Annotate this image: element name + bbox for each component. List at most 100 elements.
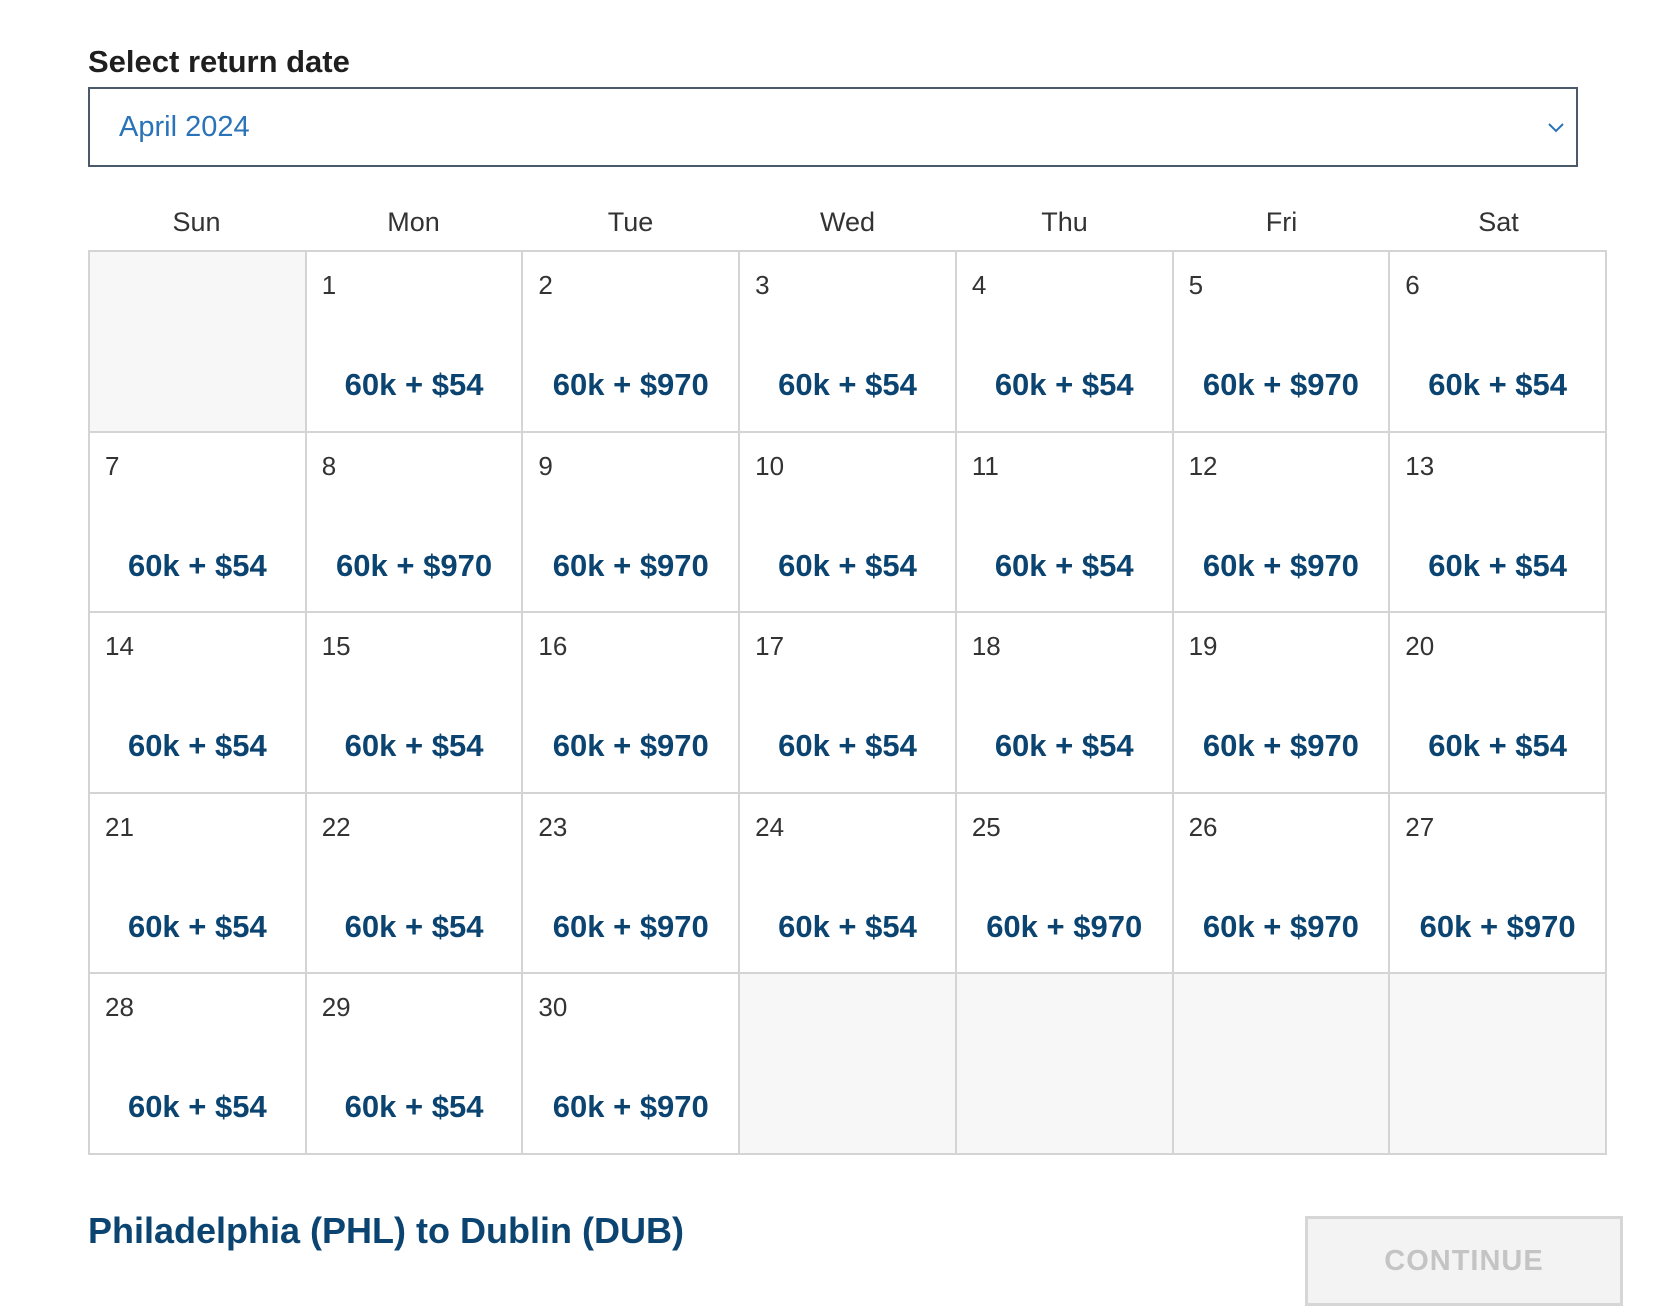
day-price: 60k + $54 [344,1089,484,1125]
empty-day-cell [956,974,1174,1155]
day-cell[interactable]: 8 60k + $970 [306,432,524,614]
day-number: 8 [321,450,337,481]
day-number: 22 [321,811,351,842]
day-cell[interactable]: 14 60k + $54 [90,613,307,794]
day-price: 60k + $54 [994,367,1134,402]
day-price: 60k + $54 [1428,728,1568,764]
day-number: 11 [971,450,999,481]
day-number: 28 [105,992,134,1023]
day-number: 4 [971,270,987,300]
day-cell[interactable]: 29 60k + $54 [306,974,524,1155]
month-select-value: April 2024 [119,111,250,143]
day-cell[interactable]: 28 60k + $54 [90,974,307,1155]
day-price: 60k + $970 [986,908,1143,944]
day-cell[interactable]: 12 60k + $970 [1173,432,1391,614]
day-number: 12 [1188,450,1218,481]
day-cell[interactable]: 16 60k + $970 [523,613,741,794]
day-cell[interactable]: 19 60k + $970 [1173,613,1391,794]
day-price: 60k + $54 [994,547,1134,583]
empty-day-cell [1390,974,1607,1155]
day-number: 6 [1405,270,1420,300]
day-cell[interactable]: 10 60k + $54 [740,432,957,614]
day-number: 16 [538,631,568,662]
day-price: 60k + $970 [552,1089,709,1125]
day-price: 60k + $54 [778,547,917,583]
day-number: 21 [105,811,134,842]
day-price: 60k + $54 [344,728,484,764]
day-price: 60k + $54 [1428,367,1568,402]
day-cell[interactable]: 21 60k + $54 [90,793,307,975]
day-number: 7 [105,450,120,481]
day-number: 18 [971,631,1001,662]
weekday-label: Fri [1265,207,1298,237]
day-cell[interactable]: 22 60k + $54 [306,793,524,975]
day-price: 60k + $970 [552,908,709,944]
day-cell[interactable]: 27 60k + $970 [1390,793,1607,975]
weekday-label: Thu [1041,207,1088,237]
day-price: 60k + $970 [1202,908,1359,944]
day-cell[interactable]: 26 60k + $970 [1173,793,1391,975]
month-select[interactable]: April 2024 [88,87,1578,167]
day-number: 26 [1188,811,1218,842]
day-price: 60k + $54 [344,367,484,402]
day-cell[interactable]: 23 60k + $970 [523,793,741,975]
empty-day-cell [740,974,957,1155]
chevron-down-icon [1548,123,1564,133]
day-cell[interactable]: 9 60k + $970 [523,432,741,614]
weekday-label: Sat [1478,207,1519,237]
day-cell[interactable]: 6 60k + $54 [1390,252,1607,433]
day-cell[interactable]: 3 60k + $54 [740,252,957,433]
day-price: 60k + $54 [127,547,267,583]
day-number: 10 [755,450,785,481]
day-cell[interactable]: 18 60k + $54 [956,613,1174,794]
day-cell[interactable]: 25 60k + $970 [956,793,1174,975]
day-cell[interactable]: 20 60k + $54 [1390,613,1607,794]
day-number: 15 [321,631,351,662]
day-price: 60k + $54 [1428,547,1568,583]
day-price: 60k + $970 [1202,367,1359,402]
day-cell[interactable]: 30 60k + $970 [523,974,741,1155]
day-price: 60k + $54 [127,908,267,944]
day-number: 24 [755,811,785,842]
weekday-label: Tue [607,207,654,237]
day-price: 60k + $54 [994,728,1134,764]
day-number: 14 [105,631,134,662]
weekday-header: Sun Mon Tue Wed Thu Fri Sat [88,207,1607,247]
day-number: 9 [538,450,553,481]
day-cell[interactable]: 5 60k + $970 [1173,252,1391,433]
day-number: 27 [1405,811,1435,842]
empty-day-cell [1173,974,1391,1155]
day-price: 60k + $970 [552,367,709,402]
weekday-label: Sun [172,207,221,237]
day-cell[interactable]: 13 60k + $54 [1390,432,1607,614]
day-price: 60k + $54 [127,728,267,764]
continue-button[interactable]: CONTINUE [1305,1216,1623,1306]
day-price: 60k + $970 [552,547,709,583]
empty-day-cell [90,252,307,433]
section-label: Select return date [88,44,350,79]
day-number: 29 [321,992,351,1023]
day-price: 60k + $54 [778,728,917,764]
day-price: 60k + $54 [778,908,917,944]
weekday-label: Mon [387,207,440,237]
day-number: 13 [1405,450,1435,481]
day-number: 25 [971,811,1001,842]
day-cell[interactable]: 4 60k + $54 [956,252,1174,433]
day-price: 60k + $970 [1419,908,1576,944]
day-number: 2 [538,270,553,300]
day-number: 1 [321,270,337,300]
day-cell[interactable]: 24 60k + $54 [740,793,957,975]
day-number: 20 [1405,631,1435,662]
day-cell[interactable]: 17 60k + $54 [740,613,957,794]
day-cell[interactable]: 1 60k + $54 [306,252,524,433]
day-price: 60k + $970 [1202,547,1359,583]
day-cell[interactable]: 15 60k + $54 [306,613,524,794]
day-price: 60k + $970 [336,547,493,583]
day-price: 60k + $54 [344,908,484,944]
day-price: 60k + $970 [552,728,709,764]
day-price: 60k + $54 [778,367,917,402]
day-cell[interactable]: 7 60k + $54 [90,432,307,614]
day-cell[interactable]: 11 60k + $54 [956,432,1174,614]
day-cell[interactable]: 2 60k + $970 [523,252,741,433]
day-price: 60k + $54 [127,1089,267,1125]
